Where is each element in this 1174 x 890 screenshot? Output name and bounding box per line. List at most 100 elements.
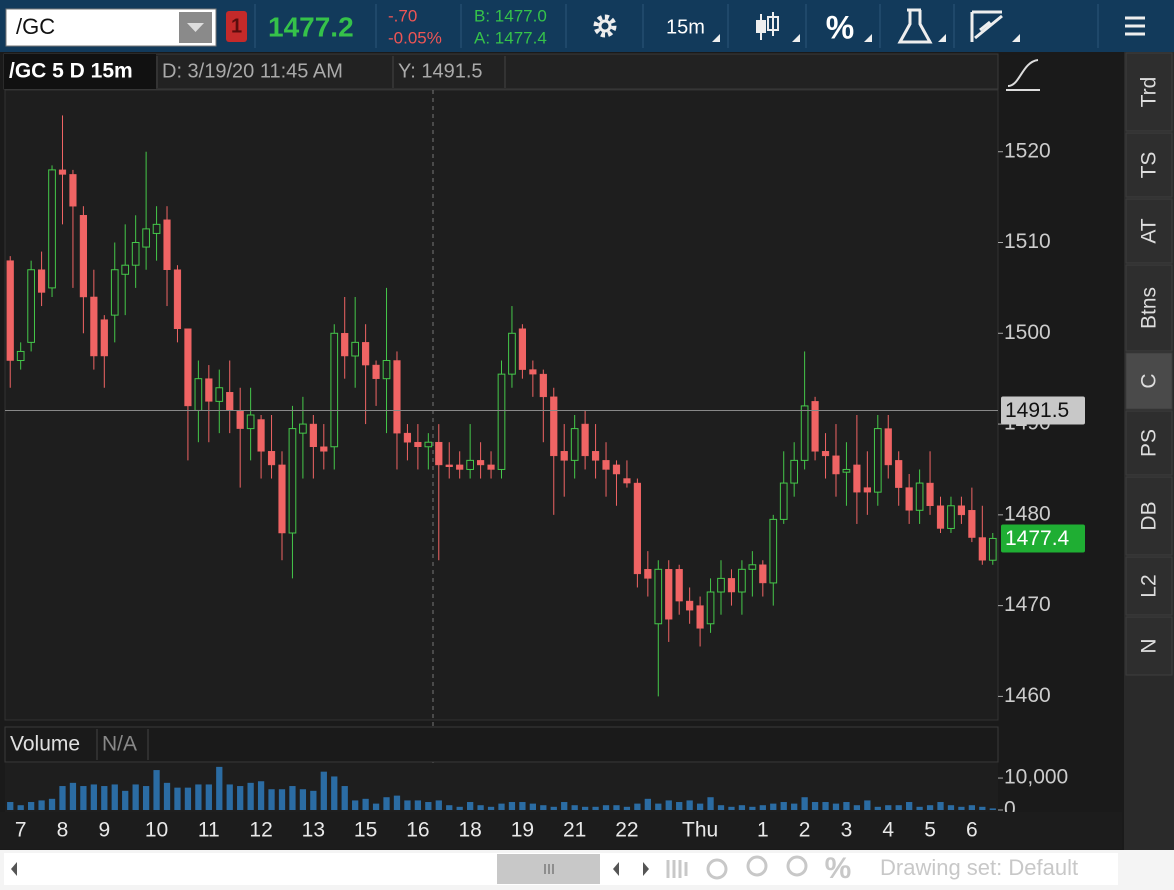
crosshair-price: 1491.5	[1005, 399, 1069, 422]
zoom-in[interactable]	[746, 855, 768, 877]
pan-tool[interactable]	[666, 860, 688, 878]
candle-body	[330, 332, 339, 448]
candle-body	[842, 468, 851, 473]
net-change: -.70	[388, 6, 417, 25]
y-tick-label: 1480	[1004, 502, 1051, 525]
candle-body	[48, 169, 56, 289]
link-badge[interactable]	[226, 11, 247, 42]
x-tick-label: 9	[98, 819, 110, 842]
volume-bar	[926, 805, 934, 810]
volume-bar	[69, 782, 77, 810]
y-tick-label: 0	[1004, 798, 1016, 821]
candle-body	[905, 487, 913, 511]
candle-body	[163, 219, 171, 270]
side-tab[interactable]	[1125, 476, 1173, 556]
y-tick-label: 1460	[1004, 684, 1051, 707]
drawings-button[interactable]	[970, 10, 1003, 42]
volume-bar	[90, 784, 97, 810]
dropdown-arrow	[187, 23, 204, 32]
x-tick-label: 19	[511, 819, 534, 842]
side-tab[interactable]	[1125, 616, 1173, 676]
zoom-tools	[666, 855, 808, 880]
volume-bar	[174, 787, 181, 810]
candle-body	[257, 419, 265, 452]
studies-button[interactable]	[897, 8, 933, 44]
zoom-out[interactable]	[786, 855, 808, 877]
candle-body	[529, 369, 537, 375]
candle-body	[518, 328, 527, 370]
volume-bar	[142, 786, 150, 810]
volume-bar	[352, 800, 359, 810]
side-tab[interactable]	[1125, 556, 1173, 616]
candle-body	[978, 537, 986, 561]
candle-body	[351, 341, 360, 357]
side-tab[interactable]	[1125, 52, 1173, 132]
symbol: /GC	[16, 14, 55, 39]
volume-bar	[728, 806, 735, 810]
scroll-forward[interactable]	[643, 862, 649, 876]
percent-button[interactable]: %	[826, 9, 854, 45]
volume-bar	[7, 802, 14, 810]
volume-bar	[393, 795, 401, 810]
candle-body	[100, 319, 108, 357]
chart-header	[3, 53, 999, 90]
side-tab[interactable]	[1125, 264, 1173, 352]
volume-bar	[989, 808, 996, 810]
candle-body	[362, 342, 370, 366]
crosshair-badge	[1001, 396, 1085, 425]
x-tick-label: 22	[615, 819, 638, 842]
volume-bar	[59, 786, 66, 810]
volume-bar	[184, 787, 192, 810]
volume-bar	[592, 806, 599, 810]
candle-body	[173, 269, 182, 329]
volume-bar	[268, 789, 275, 810]
candle-body	[675, 569, 683, 602]
volume-bar	[571, 805, 578, 810]
aggregation-button[interactable]: 15m	[666, 16, 705, 38]
menu-button[interactable]	[1125, 16, 1145, 36]
candle-body	[863, 487, 871, 493]
volume-bar	[874, 806, 881, 810]
percent-tool[interactable]: %	[825, 852, 852, 885]
x-tick-label: 21	[563, 819, 586, 842]
volume-bar	[477, 805, 484, 810]
volume-bar	[780, 802, 787, 810]
side-tab[interactable]	[1125, 132, 1173, 198]
y-tick-label: 1470	[1004, 593, 1051, 616]
candle-body	[915, 482, 924, 511]
volume-bar	[843, 802, 850, 810]
candle-body	[236, 410, 244, 429]
candle-body	[988, 537, 997, 561]
candle-body	[110, 269, 119, 316]
candle-body	[926, 482, 934, 507]
volume-bar	[707, 797, 714, 810]
scroll-back[interactable]	[613, 862, 619, 876]
y-tick-label: 1500	[1004, 321, 1051, 344]
x-tick-label: 7	[15, 819, 27, 842]
side-tab[interactable]	[1125, 410, 1173, 476]
x-tick-label: 16	[406, 819, 429, 842]
side-tab[interactable]	[1125, 198, 1173, 264]
candle-body	[16, 350, 25, 362]
date-readout: D: 3/19/20 11:45 AM	[162, 60, 343, 82]
volume-bar	[163, 782, 171, 810]
volume-bar	[17, 805, 24, 810]
candle-body	[121, 264, 130, 275]
chart-style-button[interactable]	[756, 12, 779, 40]
candle-body	[445, 464, 453, 467]
x-tick-label: 3	[841, 819, 853, 842]
candle-body	[759, 564, 767, 584]
scroll-left[interactable]	[11, 862, 17, 876]
volume-bar	[602, 805, 610, 810]
candle-body	[508, 332, 516, 375]
side-tab-label: AT	[1138, 218, 1161, 243]
volume-bar	[885, 805, 892, 810]
scale-icon[interactable]	[1006, 59, 1040, 91]
volume-bar	[195, 784, 202, 810]
crosshair-tool[interactable]	[706, 858, 728, 880]
volume-bar	[895, 805, 902, 810]
drawing-set[interactable]: Drawing set: Default	[880, 855, 1078, 880]
side-tab[interactable]	[1125, 352, 1173, 410]
settings-button[interactable]	[593, 14, 617, 38]
